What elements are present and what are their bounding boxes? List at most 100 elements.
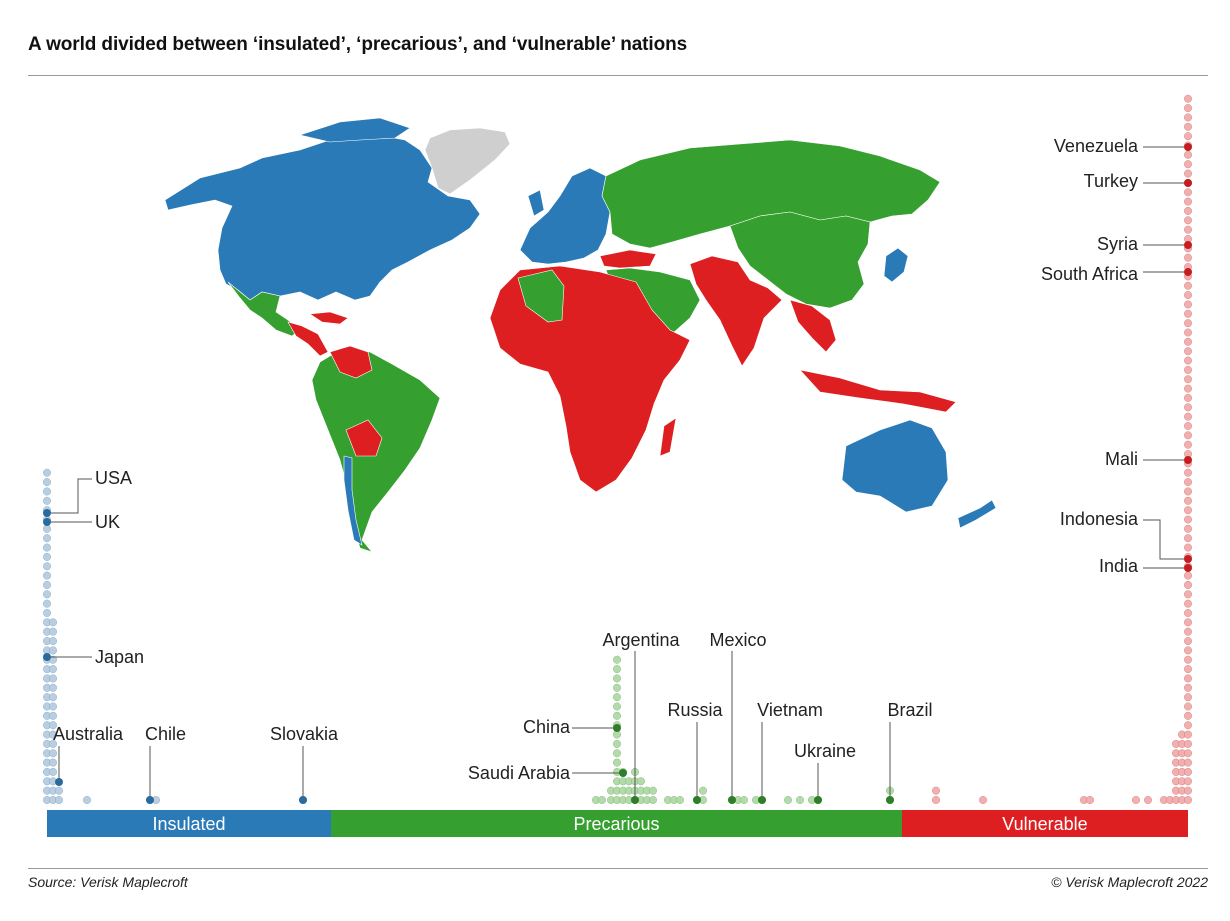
distribution-dot (1183, 665, 1192, 674)
country-dot-saudi-arabia (619, 769, 627, 777)
country-label-chile: Chile (145, 724, 186, 744)
country-dot-venezuela (1184, 143, 1192, 151)
distribution-dot (613, 683, 622, 692)
distribution-dot (1183, 487, 1192, 496)
distribution-dot (49, 711, 58, 720)
distribution-dot (1183, 206, 1192, 215)
country-label-south-africa: South Africa (1041, 264, 1139, 284)
distribution-dot (649, 796, 658, 805)
distribution-dot (43, 543, 52, 552)
distribution-dot (49, 637, 58, 646)
distribution-dot (613, 749, 622, 758)
map-region-uk (527, 189, 545, 217)
distribution-dot (613, 665, 622, 674)
country-label-mexico: Mexico (709, 630, 766, 650)
map-region-chile (343, 455, 363, 546)
distribution-dot (1183, 412, 1192, 421)
distribution-dot (1183, 356, 1192, 365)
distribution-dot (49, 618, 58, 627)
distribution-dot (49, 665, 58, 674)
distribution-dot (43, 534, 52, 543)
country-dot-mali (1184, 456, 1192, 464)
distribution-dot (1183, 609, 1192, 618)
country-label-japan: Japan (95, 647, 144, 667)
country-label-indonesia: Indonesia (1060, 509, 1139, 529)
distribution-dot (740, 796, 749, 805)
distribution-dot (49, 730, 58, 739)
country-dot-mexico (728, 796, 736, 804)
distribution-dot (1183, 721, 1192, 730)
country-label-ukraine: Ukraine (794, 741, 856, 761)
country-label-vietnam: Vietnam (757, 700, 823, 720)
distribution-dot (49, 693, 58, 702)
map-region-greenland (424, 127, 511, 195)
distribution-dot (43, 590, 52, 599)
distribution-dot (55, 786, 64, 795)
country-label-brazil: Brazil (887, 700, 932, 720)
country-dot-syria (1184, 241, 1192, 249)
distribution-dot (649, 786, 658, 795)
country-label-venezuela: Venezuela (1054, 136, 1139, 156)
map-region-southeast-asia (789, 299, 837, 353)
distribution-dot (1183, 337, 1192, 346)
country-dot-indonesia (1184, 555, 1192, 563)
country-dot-south-africa (1184, 268, 1192, 276)
distribution-dot (1183, 534, 1192, 543)
distribution-dot (1183, 646, 1192, 655)
country-dot-turkey (1184, 179, 1192, 187)
distribution-dot (1183, 347, 1192, 356)
band-label-precarious: Precarious (573, 814, 659, 834)
country-label-uk: UK (95, 512, 120, 532)
distribution-dot (1183, 580, 1192, 589)
band-vulnerable (902, 810, 1188, 837)
top-divider (28, 75, 1208, 76)
distribution-dot (1183, 571, 1192, 580)
distribution-dot (49, 683, 58, 692)
distribution-dot (1183, 767, 1192, 776)
distribution-dot (43, 478, 52, 487)
distribution-dot (1183, 590, 1192, 599)
band-label-vulnerable: Vulnerable (1002, 814, 1087, 834)
distribution-dot (613, 711, 622, 720)
map-region-australia (841, 419, 949, 513)
distribution-dot (49, 646, 58, 655)
country-label-russia: Russia (667, 700, 723, 720)
distribution-dot (1183, 730, 1192, 739)
distribution-dot (1183, 104, 1192, 113)
distribution-dot (1183, 122, 1192, 131)
distribution-dot (1183, 384, 1192, 393)
distribution-dot (1183, 655, 1192, 664)
distribution-dot (1183, 637, 1192, 646)
map-region-new-zealand (957, 499, 997, 529)
distribution-dot (1183, 496, 1192, 505)
distribution-dot (49, 739, 58, 748)
distribution-dot (49, 721, 58, 730)
distribution-dot (49, 674, 58, 683)
distribution-dot (613, 739, 622, 748)
distribution-dot (1183, 291, 1192, 300)
distribution-dot (1183, 188, 1192, 197)
country-label-usa: USA (95, 468, 132, 488)
distribution-dot (598, 796, 607, 805)
band-insulated (47, 810, 331, 837)
distribution-dot (1183, 468, 1192, 477)
distribution-dot (796, 796, 805, 805)
distribution-dot (1183, 422, 1192, 431)
map-region-canadian-arctic (298, 117, 411, 143)
distribution-dot (1183, 515, 1192, 524)
distribution-dot (1183, 94, 1192, 103)
distribution-dot (1183, 702, 1192, 711)
map-region-africa (489, 265, 691, 493)
country-dot-australia (55, 778, 63, 786)
country-label-australia: Australia (53, 724, 124, 744)
distribution-dot (613, 674, 622, 683)
distribution-dot (1183, 777, 1192, 786)
distribution-dot (1183, 300, 1192, 309)
label-leader-lines: USA UK Japan Australia Chile Slovakia Argentin… (43, 136, 1192, 804)
world-map (164, 117, 997, 553)
country-dot-vietnam (758, 796, 766, 804)
distribution-dot (1085, 796, 1094, 805)
distribution-dot (637, 777, 646, 786)
country-label-syria: Syria (1097, 234, 1139, 254)
distribution-dot (43, 609, 52, 618)
